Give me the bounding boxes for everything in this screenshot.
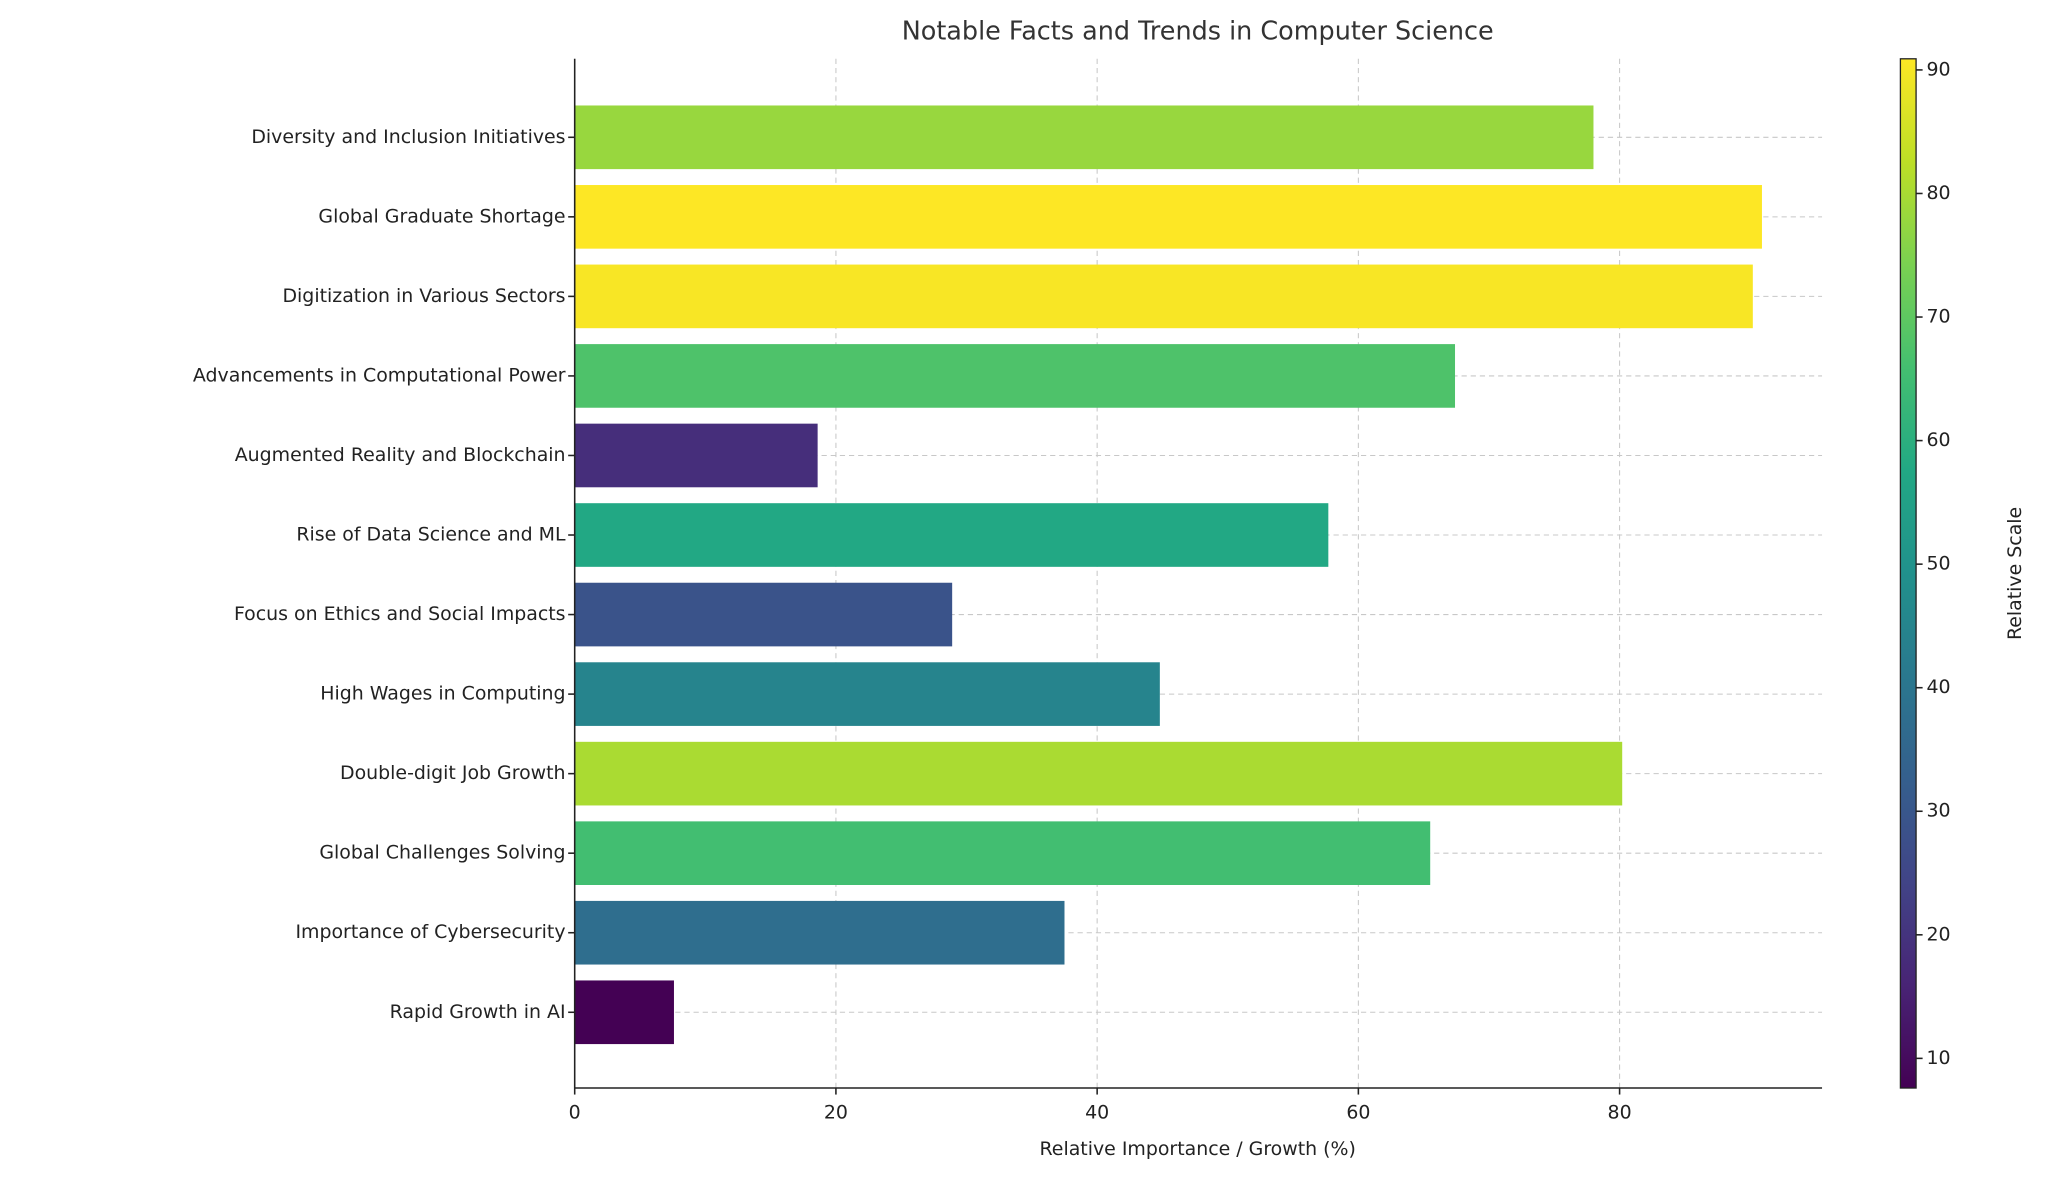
x-tick-label: 0 xyxy=(569,1101,581,1123)
bar xyxy=(574,741,1623,806)
bar xyxy=(574,821,1431,886)
x-tick-label: 40 xyxy=(1085,1101,1109,1123)
colorbar-tick-label: 20 xyxy=(1927,923,1951,945)
chart-title: Notable Facts and Trends in Computer Sci… xyxy=(902,17,1494,47)
colorbar-tick-label: 80 xyxy=(1927,182,1951,204)
bar xyxy=(574,900,1065,965)
colorbar-tick-label: 50 xyxy=(1927,553,1951,575)
bar xyxy=(574,662,1160,726)
bar xyxy=(574,105,1594,170)
colorbar-label: Relative Scale xyxy=(2004,507,2026,640)
y-tick-label: Digitization in Various Sectors xyxy=(282,285,565,307)
y-tick-label: Augmented Reality and Blockchain xyxy=(235,444,566,466)
colorbar-tick-label: 90 xyxy=(1927,58,1951,80)
bar xyxy=(574,185,1762,249)
x-axis-label: Relative Importance / Growth (%) xyxy=(1040,1138,1356,1160)
colorbar-tick-label: 40 xyxy=(1927,676,1951,698)
y-tick-label: Diversity and Inclusion Initiatives xyxy=(251,126,565,148)
y-tick-label: Rapid Growth in AI xyxy=(390,1001,566,1023)
y-tick-label: Rise of Data Science and ML xyxy=(296,524,566,546)
y-tick-label: Importance of Cybersecurity xyxy=(295,921,565,943)
x-tick-label: 20 xyxy=(824,1101,848,1123)
colorbar xyxy=(1899,58,1917,1089)
y-tick-label: Advancements in Computational Power xyxy=(193,364,566,386)
colorbar-tick-label: 60 xyxy=(1927,429,1951,451)
y-tick-label: Global Graduate Shortage xyxy=(318,205,565,227)
bar xyxy=(574,503,1329,567)
bar xyxy=(574,344,1456,408)
bar xyxy=(574,582,953,647)
bar xyxy=(574,264,1753,329)
y-tick-label: Double-digit Job Growth xyxy=(340,762,566,784)
x-tick-label: 80 xyxy=(1608,1101,1632,1123)
colorbar-tick-label: 10 xyxy=(1927,1047,1951,1069)
y-tick-label: High Wages in Computing xyxy=(320,683,565,705)
bar xyxy=(574,980,674,1045)
colorbar-tick-label: 70 xyxy=(1927,306,1951,328)
y-tick-label: Focus on Ethics and Social Impacts xyxy=(234,603,566,625)
colorbar-tick-label: 30 xyxy=(1927,800,1951,822)
x-tick-label: 60 xyxy=(1346,1101,1370,1123)
bar xyxy=(574,423,818,488)
y-tick-label: Global Challenges Solving xyxy=(319,842,565,864)
